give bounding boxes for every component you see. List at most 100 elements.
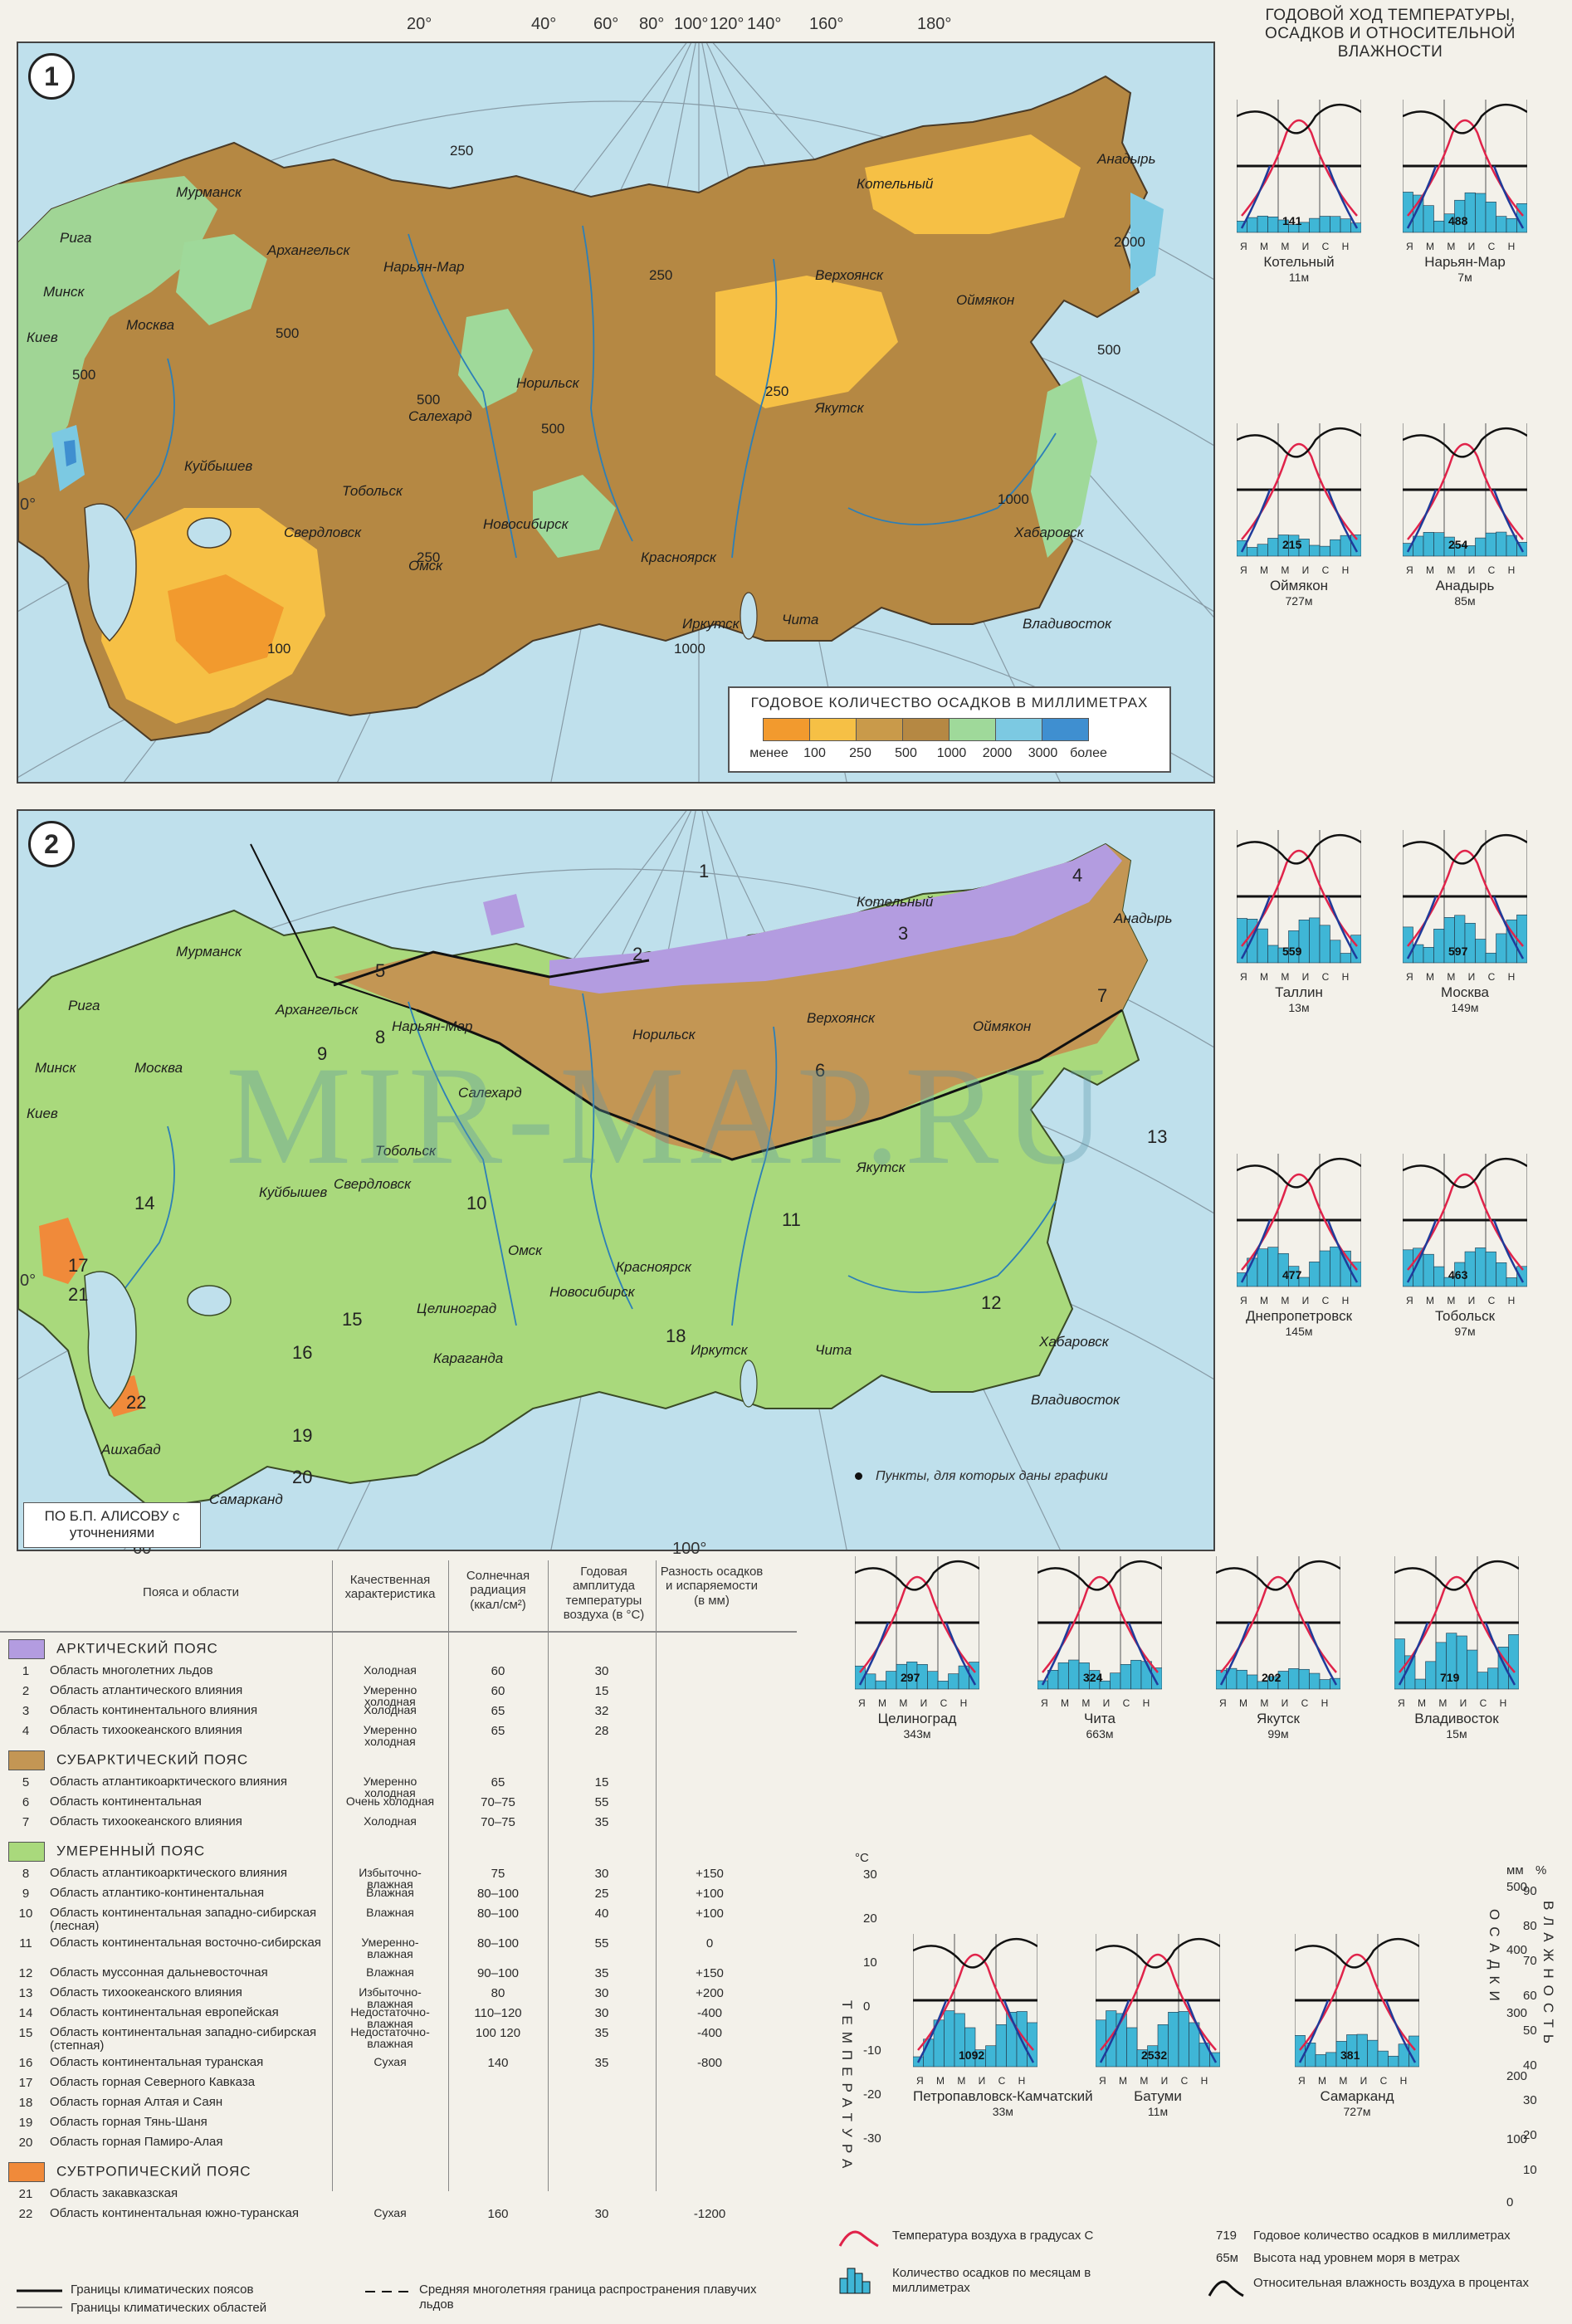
climate-zones-table: Пояса и области Качественная характерист… — [0, 1560, 797, 2324]
city-label: Нарьян-Мар — [383, 259, 465, 275]
cell-name: Область атлантико-континентальная — [50, 1886, 265, 1900]
humidity-curve — [1394, 1560, 1519, 1591]
isohyet-label: 500 — [1097, 342, 1121, 358]
month-labels: Я М М И С Н — [916, 2075, 1031, 2087]
temp-tick: -10 — [863, 2043, 881, 2058]
cell-name: Область континентальная туранская — [50, 2055, 264, 2069]
cell-amp: 40 — [594, 1907, 609, 1921]
ice-line-legend — [365, 2291, 411, 2292]
latitude-label: 0° — [20, 1272, 37, 1290]
cell-char: Недостаточно-влажная — [350, 2025, 430, 2050]
temperature-curve — [859, 1575, 976, 1673]
cell-n: 1 — [22, 1664, 30, 1678]
climograph-plot — [1394, 1556, 1519, 1690]
station-name: Нарьян-Мар — [1424, 254, 1506, 270]
isohyet-label: 250 — [765, 383, 789, 399]
cell-rad: 110–120 — [474, 2006, 522, 2020]
precip-bar — [1130, 1659, 1142, 1690]
precip-bar — [1467, 1649, 1478, 1690]
map-number: 2 — [28, 821, 75, 867]
table-row: 16 Область континентальная туранская Сухая… — [0, 2056, 797, 2073]
climograph: 559 Я М М И С Н Таллин 13м — [1237, 813, 1361, 1014]
cell-rad: 60 — [491, 1684, 505, 1698]
climograph: 254 Я М М И С Н Анадырь 85м — [1403, 407, 1527, 608]
climograph-plot — [1237, 423, 1361, 557]
month-labels: Я М М И С Н — [1398, 1697, 1512, 1709]
cell-diff: +100 — [696, 1887, 724, 1901]
table-row: 10 Область континентальная западно-сибирс… — [0, 1907, 797, 1932]
humidity-tick: 50 — [1523, 2024, 1537, 2038]
cell-n: 17 — [18, 2076, 33, 2090]
cell-rad: 140 — [487, 2056, 509, 2070]
isohyet-label: 500 — [276, 325, 300, 341]
station-altitude: 85м — [1454, 594, 1476, 608]
humidity-tick: 40 — [1523, 2058, 1537, 2073]
city-label: Иркутск — [682, 616, 740, 632]
isohyet-label: 250 — [450, 143, 474, 159]
climate-zones-map: 2 0° 1 2 3 4 5 6 7 8 9 10 11 12 13 14 15… — [17, 809, 1215, 1551]
precip-bar — [964, 2027, 976, 2068]
legend-title: ГОДОВОЕ КОЛИЧЕСТВО ОСАДКОВ В МИЛЛИМЕТРАХ — [750, 695, 1149, 710]
humidity-curve — [855, 1560, 979, 1591]
month-labels: Я М М И С Н — [1406, 971, 1521, 983]
points-note: Пункты, для которых даны графики — [855, 1469, 1108, 1484]
zone-number: 18 — [666, 1326, 686, 1346]
precip-bar — [1309, 1672, 1321, 1690]
annual-precip: 297 — [901, 1671, 920, 1684]
precip-bar — [1267, 538, 1279, 557]
zone-number: 5 — [375, 960, 386, 981]
legend-tick: менее — [749, 746, 788, 760]
station-name: Котельный — [1263, 254, 1335, 270]
month-labels: Я М М И С Н — [1240, 1295, 1355, 1306]
humidity-curve — [1237, 833, 1361, 865]
city-label: Тобольск — [375, 1143, 436, 1159]
climograph: 597 Я М М И С Н Москва 149м — [1403, 813, 1527, 1014]
watermark: MIR-MAP.RU — [226, 1038, 1111, 1194]
annual-precip: 2532 — [1141, 2048, 1168, 2062]
cell-diff: -400 — [696, 2026, 723, 2040]
city-label: Архангельск — [267, 242, 350, 258]
precip-bar — [1423, 946, 1434, 964]
legend-swatches — [763, 718, 1169, 741]
city-label: Котельный — [857, 894, 934, 910]
station-name: Анадырь — [1435, 578, 1495, 593]
legend-tick: 3000 — [1028, 746, 1058, 760]
climograph: 477 Я М М И С Н Днепропетровск 145м — [1237, 1137, 1361, 1338]
precip-bar — [1516, 1266, 1527, 1287]
station-altitude: 13м — [1288, 1001, 1310, 1014]
cell-rad: 90–100 — [476, 1966, 520, 1980]
table-header-rad: Солнечная радиация (ккал/см²) — [466, 1569, 530, 1612]
cell-name: Область закавказская — [50, 2186, 178, 2200]
climograph: 463 Я М М И С Н Тобольск 97м — [1403, 1137, 1527, 1338]
cell-amp: 55 — [594, 1936, 609, 1950]
humidity-tick: 20 — [1523, 2128, 1537, 2142]
station-altitude: 99м — [1267, 1727, 1289, 1741]
cold-temperature-curve — [1406, 489, 1525, 553]
isohyet-label: 2000 — [1114, 234, 1145, 250]
cell-name: Область атлантического влияния — [50, 1683, 243, 1697]
cell-n: 9 — [22, 1887, 30, 1901]
precip-bar — [1508, 1634, 1519, 1690]
belt-heading: СУБТРОПИЧЕСКИЙ ПОЯС — [8, 2162, 251, 2184]
precip-bar — [1309, 544, 1321, 557]
precip-tick: 0 — [1506, 2195, 1514, 2209]
cell-rad: 60 — [491, 1664, 505, 1678]
cell-diff: -800 — [696, 2056, 723, 2070]
temp-curve-legend-icon — [838, 2230, 879, 2248]
zone-number: 14 — [134, 1193, 155, 1213]
precip-bar — [1423, 532, 1434, 557]
station-name: Таллин — [1275, 984, 1323, 1000]
precip-bar — [1151, 1667, 1162, 1690]
city-label: Мурманск — [176, 184, 242, 200]
precip-bar — [1485, 952, 1496, 964]
precip-bar — [1377, 2050, 1389, 2068]
precipitation-legend: ГОДОВОЕ КОЛИЧЕСТВО ОСАДКОВ В МИЛЛИМЕТРАХ… — [728, 686, 1171, 773]
table-row: 14 Область континентальная европейская Нед… — [0, 2006, 797, 2029]
cell-name: Область горная Северного Кавказа — [50, 2075, 256, 2089]
zone-number: 13 — [1147, 1126, 1168, 1147]
cell-n: 14 — [18, 2006, 33, 2020]
table-header-diff: Разность осадков и испаряемости (в мм) — [660, 1565, 764, 1608]
precip-bar — [1309, 917, 1321, 964]
point-dot-icon — [855, 1472, 862, 1480]
cell-name: Область тихоокеанского влияния — [50, 1723, 242, 1737]
